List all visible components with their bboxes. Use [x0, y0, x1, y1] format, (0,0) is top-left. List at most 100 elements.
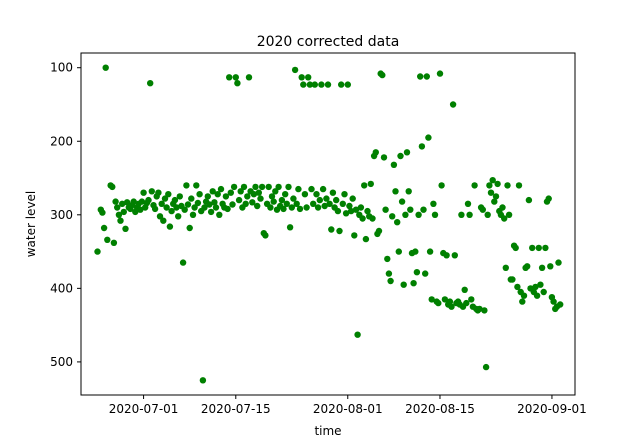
data-point — [303, 204, 310, 211]
data-point — [367, 180, 374, 188]
data-point — [384, 255, 391, 263]
data-point — [392, 188, 399, 195]
data-point — [428, 296, 435, 303]
data-point — [431, 211, 439, 218]
data-point — [262, 232, 269, 239]
data-point — [123, 199, 131, 206]
data-point — [175, 213, 182, 220]
data-point — [161, 195, 169, 202]
data-point — [112, 198, 119, 205]
data-point — [333, 196, 340, 204]
data-point — [423, 73, 430, 80]
data-point — [403, 149, 411, 156]
data-point — [422, 270, 429, 277]
data-point — [382, 206, 389, 213]
data-point — [338, 81, 345, 88]
data-point — [438, 182, 445, 189]
data-point — [240, 183, 248, 191]
data-point — [412, 248, 419, 255]
data-point — [189, 211, 197, 218]
data-point — [242, 200, 249, 207]
data-point — [448, 303, 455, 310]
data-point — [183, 182, 190, 189]
data-point — [547, 263, 554, 270]
data-point — [130, 198, 137, 205]
data-point — [354, 331, 361, 338]
y-tick-label: 300 — [50, 208, 73, 222]
data-point — [441, 296, 449, 303]
data-point — [410, 280, 417, 287]
data-point — [137, 206, 144, 213]
data-point — [229, 201, 236, 208]
data-point — [227, 189, 234, 196]
data-point — [425, 134, 432, 141]
data-point — [329, 189, 337, 196]
x-tick-label: 2020-09-01 — [517, 402, 587, 416]
data-point — [519, 298, 526, 305]
data-point — [466, 211, 473, 218]
data-point — [319, 185, 327, 193]
data-point — [94, 248, 101, 255]
data-point — [321, 202, 328, 210]
data-point — [114, 204, 121, 211]
data-point — [258, 183, 266, 191]
data-point — [328, 226, 335, 233]
data-point — [479, 206, 486, 213]
data-point — [324, 81, 332, 88]
data-point — [379, 71, 386, 79]
data-point — [296, 205, 304, 213]
data-point — [426, 248, 434, 255]
data-point — [550, 298, 557, 305]
data-point — [188, 195, 195, 202]
data-point — [351, 232, 358, 239]
data-point — [311, 81, 318, 88]
data-point — [334, 207, 342, 215]
data-point — [504, 182, 511, 189]
data-point — [342, 210, 350, 217]
data-point — [250, 191, 258, 198]
data-point — [268, 193, 276, 200]
data-point — [119, 200, 126, 207]
data-point — [501, 215, 508, 222]
x-tick-label: 2020-07-01 — [109, 402, 179, 416]
data-point — [147, 80, 154, 87]
data-point — [235, 196, 243, 204]
data-point — [230, 183, 238, 191]
data-point — [542, 244, 549, 252]
y-tick-label: 200 — [50, 134, 73, 148]
data-point — [120, 208, 128, 216]
data-point — [194, 199, 202, 207]
data-point — [364, 207, 371, 215]
data-point — [216, 211, 223, 218]
y-axis-label: water level — [24, 191, 38, 258]
y-tick-label: 500 — [50, 355, 73, 369]
data-point — [481, 307, 488, 314]
data-point — [545, 195, 552, 202]
data-point — [211, 199, 218, 206]
data-point — [512, 244, 519, 252]
x-tick-label: 2020-07-15 — [201, 402, 271, 416]
data-point — [449, 101, 457, 108]
data-point — [232, 74, 239, 81]
data-point — [524, 263, 531, 270]
data-point — [115, 211, 123, 218]
data-point — [196, 191, 203, 198]
data-point — [471, 182, 478, 189]
data-point — [171, 196, 179, 204]
data-point — [395, 248, 402, 255]
data-point — [525, 196, 533, 204]
data-point — [482, 363, 490, 371]
data-point — [168, 207, 175, 215]
data-point — [166, 223, 174, 230]
data-point — [286, 224, 294, 231]
data-point — [397, 152, 404, 160]
data-point — [532, 283, 539, 291]
data-point — [290, 195, 297, 202]
data-point — [295, 185, 302, 193]
data-point — [249, 199, 256, 206]
data-point — [476, 305, 483, 313]
data-point — [468, 296, 475, 303]
data-point — [222, 193, 230, 200]
data-point — [385, 270, 393, 277]
